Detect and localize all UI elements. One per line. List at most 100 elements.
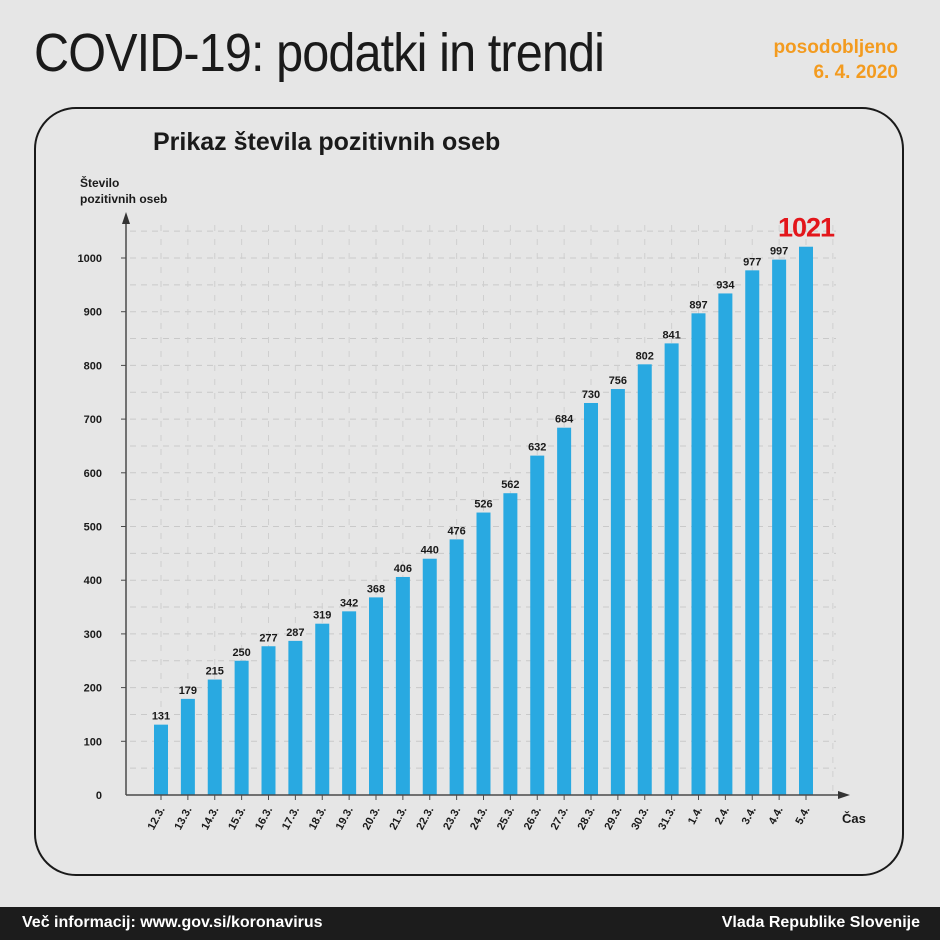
value-label: 476 (447, 525, 465, 537)
bar (234, 660, 249, 795)
bar (718, 293, 733, 795)
bar (799, 246, 813, 795)
y-axis-label: Število pozitivnih oseb (80, 175, 167, 207)
x-tick-label: 1.4. (686, 805, 705, 827)
bar (315, 623, 330, 795)
y-axis-label-line1: Število (80, 176, 120, 190)
x-tick-label: 19.3. (334, 805, 356, 832)
update-info: posodobljeno 6. 4. 2020 (773, 35, 898, 85)
y-tick-label: 100 (84, 736, 102, 748)
bar (207, 679, 222, 795)
value-label: 526 (474, 499, 492, 511)
value-label: 997 (770, 246, 788, 258)
y-tick-label: 1000 (78, 253, 102, 265)
footer-publisher: Vlada Republike Slovenije (721, 914, 920, 931)
bar (369, 597, 383, 795)
bar (395, 576, 410, 795)
y-axis-arrow-icon (122, 212, 130, 224)
y-tick-label: 500 (84, 522, 102, 534)
x-tick-label: 20.3. (361, 805, 383, 832)
bar (584, 402, 598, 795)
footer-bar: Več informacij: www.gov.si/koronavirus V… (0, 907, 940, 940)
value-labels: 131 179 215 250 277 287 319 342 368 406 440 476 526 5… (152, 213, 836, 723)
bar (691, 313, 706, 795)
bar (745, 270, 760, 795)
value-label: 841 (662, 329, 680, 341)
y-tick-label: 400 (84, 575, 102, 587)
value-label: 440 (421, 545, 439, 557)
x-tick-label: 29.3. (602, 805, 624, 832)
x-tick-label: 12.3. (146, 805, 168, 832)
bar (422, 558, 437, 795)
value-label: 562 (501, 479, 519, 491)
value-label: 250 (232, 647, 250, 659)
value-label: 406 (394, 563, 412, 575)
x-tick-label: 30.3. (629, 805, 651, 832)
value-label: 632 (528, 442, 546, 454)
value-label: 897 (689, 299, 707, 311)
updated-date: 6. 4. 2020 (813, 62, 898, 83)
x-tick-label: 23.3. (441, 805, 463, 832)
bar (610, 389, 625, 795)
bar (637, 364, 652, 795)
chart-frame (34, 107, 904, 876)
bar (342, 611, 357, 795)
x-axis-arrow-icon (838, 791, 850, 799)
page-title: COVID-19: podatki in trendi (34, 23, 605, 83)
value-label: 179 (179, 685, 197, 697)
bar (530, 455, 545, 795)
y-tick-label: 600 (84, 468, 102, 480)
bar (503, 493, 518, 795)
value-label: 277 (259, 632, 277, 644)
bar (449, 539, 464, 795)
x-tick-label: 4.4. (767, 805, 786, 827)
highlight-value-label: 1021 (778, 213, 835, 243)
bar (772, 259, 787, 796)
x-tick-label: 28.3. (576, 805, 598, 832)
updated-label: posodobljeno (773, 37, 898, 58)
value-label: 287 (286, 627, 304, 639)
footer-info-link[interactable]: Več informacij: www.gov.si/koronavirus (22, 914, 323, 931)
x-tick-label: 17.3. (280, 805, 302, 832)
x-tick-label: 21.3. (387, 805, 409, 832)
x-tick-label: 3.4. (740, 805, 759, 827)
x-tick-label: 18.3. (307, 805, 329, 832)
bar (664, 343, 679, 795)
value-label: 368 (367, 583, 385, 595)
value-label: 342 (340, 597, 358, 609)
y-tick-label: 200 (84, 683, 102, 695)
bar (288, 640, 303, 795)
x-tick-label: 2.4. (713, 805, 732, 827)
bar (154, 724, 168, 795)
x-tick-label: 5.4. (793, 805, 812, 827)
x-tick-label: 24.3. (468, 805, 490, 832)
y-tick-label: 300 (84, 629, 102, 641)
y-tick-label: 800 (84, 360, 102, 372)
x-tick-label: 27.3. (549, 805, 571, 832)
value-label: 934 (716, 279, 735, 291)
value-label: 756 (609, 375, 627, 387)
value-label: 684 (555, 414, 574, 426)
value-label: 802 (636, 350, 654, 362)
bars (154, 246, 813, 796)
y-tick-label: 900 (84, 307, 102, 319)
chart-title: Prikaz števila pozitivnih oseb (153, 128, 501, 156)
bar (261, 646, 276, 795)
value-label: 319 (313, 610, 331, 622)
value-label: 730 (582, 389, 600, 401)
value-label: 977 (743, 256, 761, 268)
x-tick-label: 13.3. (172, 805, 194, 832)
x-tick-label: 15.3. (226, 805, 248, 832)
x-tick-label: 16.3. (253, 805, 275, 832)
x-axis-label: Čas (842, 811, 866, 826)
x-tick-label: 22.3. (414, 805, 436, 832)
x-tick-label: 26.3. (522, 805, 544, 832)
y-tick-label: 700 (84, 414, 102, 426)
bar (180, 698, 195, 795)
bar (557, 427, 572, 795)
y-axis-label-line2: pozitivnih oseb (80, 192, 168, 206)
x-tick-label: 25.3. (495, 805, 517, 832)
x-tick-label: 14.3. (199, 805, 221, 832)
value-label: 215 (206, 666, 224, 678)
